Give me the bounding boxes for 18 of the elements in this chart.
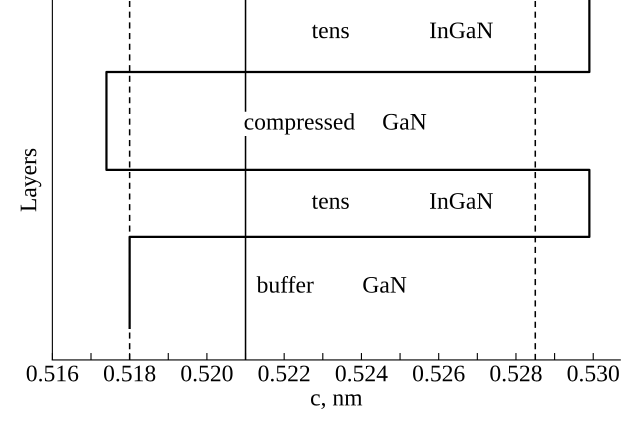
x-tick-label: 0.522 [258,366,310,382]
annotation: GaN [383,114,426,130]
x-tick-label: 0.530 [568,366,619,382]
annotation: GaN [363,276,406,293]
annotation: tens [312,195,349,209]
x-tick-label: 0.528 [490,366,542,382]
x-tick-label: 0.516 [26,366,78,382]
x-tick-label: 0.524 [336,366,388,382]
y-axis-title: Layers [20,148,42,212]
annotation: compressed [244,113,355,135]
x-tick-label: 0.526 [413,366,465,382]
annotation: buffer [256,276,314,293]
x-axis-title: c, nm [310,394,362,410]
annotation: InGaN [430,22,493,38]
x-tick-label: 0.518 [104,366,156,382]
annotation: tens [312,24,349,38]
annotation: InGaN [430,193,493,209]
x-tick-label: 0.520 [181,366,233,382]
